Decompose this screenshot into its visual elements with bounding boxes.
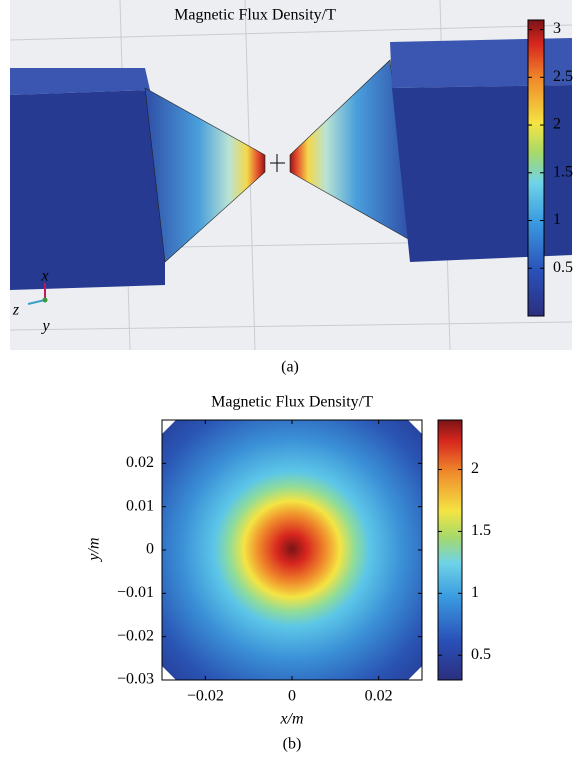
y-tick-label: −0.02	[117, 627, 154, 644]
chart-title: Magnetic Flux Density/T	[211, 394, 373, 411]
y-tick-label: 0.02	[126, 454, 154, 471]
x-axis-label: x/m	[279, 711, 303, 728]
x-tick-label: −0.02	[187, 688, 224, 705]
colorbar	[438, 420, 462, 680]
axis-triad-label: z	[12, 302, 20, 319]
render-scene	[10, 0, 572, 350]
colorbar-tick-label: 1	[471, 584, 479, 601]
y-tick-label: 0.01	[126, 497, 154, 514]
x-tick-label: 0	[288, 688, 296, 705]
colorbar-tick-label: 1	[553, 211, 561, 228]
y-axis-label: y/m	[86, 537, 103, 562]
colorbar	[528, 20, 544, 316]
colorbar-tick-label: 3	[553, 20, 561, 37]
axis-triad-label: y	[40, 318, 50, 335]
axis-triad-label: x	[40, 268, 48, 285]
colorbar-tick-label: 1.5	[553, 163, 573, 180]
figure: Magnetic Flux Density/T x z y 0.5 1 1.5 2 2.5 3 (a…	[0, 0, 580, 765]
colorbar-tick-label: 2	[471, 460, 479, 477]
colorbar-tick-label: 0.5	[553, 259, 573, 276]
y-tick-label: −0.03	[117, 671, 154, 688]
colorbar-tick-label: 0.5	[471, 646, 491, 663]
chart-title: Magnetic Flux Density/T	[174, 7, 336, 24]
colorbar-tick-label: 2.5	[553, 68, 573, 85]
x-tick-label: 0.02	[365, 688, 393, 705]
heatmap-field	[162, 420, 422, 680]
caption: (b)	[283, 736, 302, 753]
colorbar-tick-label: 1.5	[471, 522, 491, 539]
y-tick-label: 0	[146, 541, 154, 558]
colorbar-tick-label: 2	[553, 116, 561, 133]
y-tick-label: −0.01	[117, 584, 154, 601]
caption: (a)	[281, 359, 299, 376]
